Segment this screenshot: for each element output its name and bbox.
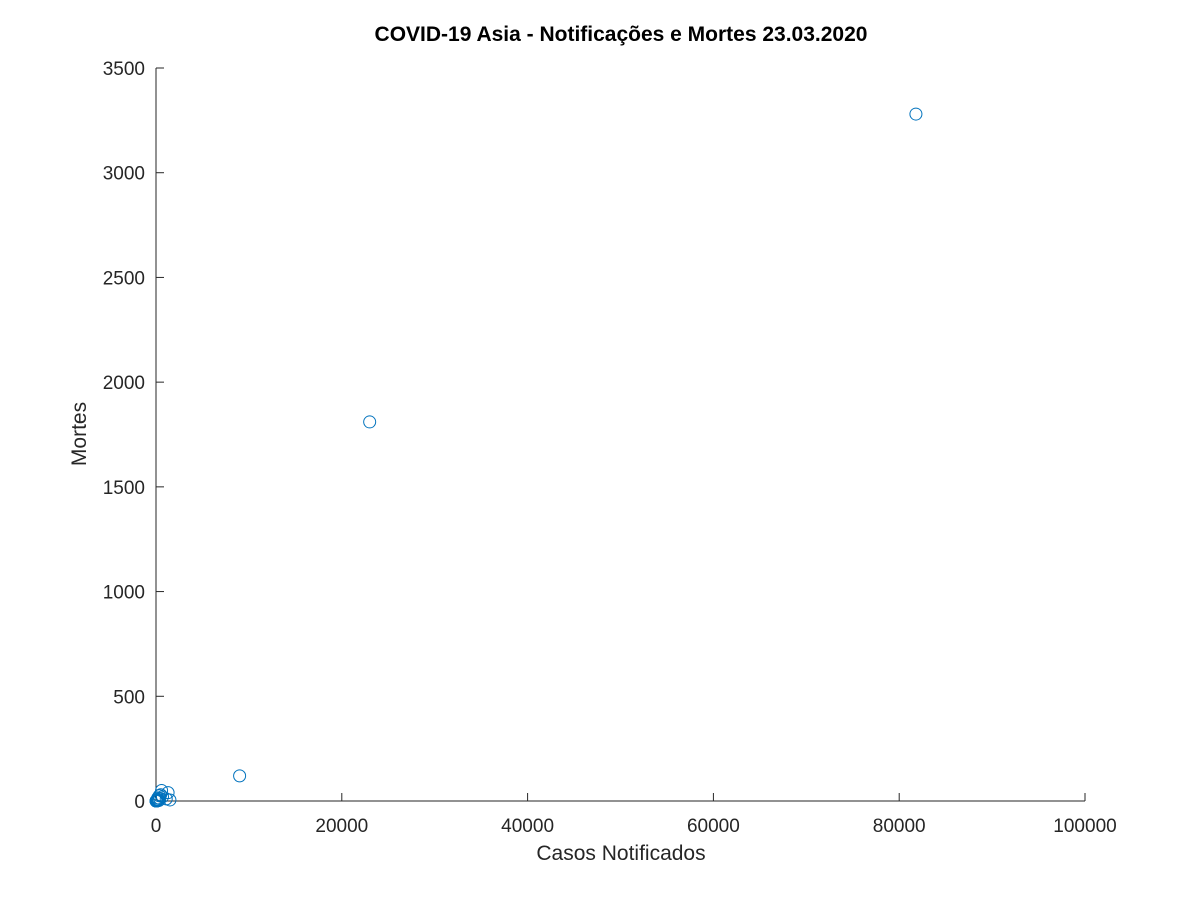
- y-tick-label: 3000: [103, 164, 145, 185]
- data-point: [233, 769, 247, 783]
- y-tick-label: 0: [134, 792, 145, 813]
- x-axis-ticks: 0 20000 40000 60000 80000 100000: [151, 793, 1117, 837]
- y-axis-ticks: 0 500 1000 1500 2000 2500 3000 3500: [103, 59, 164, 813]
- data-point: [363, 415, 377, 429]
- y-tick-label: 1500: [103, 478, 145, 499]
- data-point: [909, 107, 923, 121]
- y-tick-label: 1000: [103, 583, 145, 604]
- y-tick-label: 2000: [103, 373, 145, 394]
- chart-title: COVID-19 Asia - Notificações e Mortes 23…: [375, 23, 868, 46]
- data-point: [149, 794, 163, 808]
- x-tick-label: 40000: [501, 816, 554, 837]
- y-tick-label: 3500: [103, 59, 145, 80]
- x-tick-label: 60000: [687, 816, 740, 837]
- y-tick-label: 500: [113, 687, 145, 708]
- x-tick-label: 20000: [315, 816, 368, 837]
- y-axis-label: Mortes: [68, 402, 91, 466]
- x-tick-label: 100000: [1053, 816, 1116, 837]
- axes: [155, 68, 1085, 802]
- data-points: [149, 107, 923, 808]
- x-tick-label: 80000: [873, 816, 926, 837]
- x-tick-label: 0: [151, 816, 162, 837]
- x-axis-label: Casos Notificados: [536, 842, 705, 865]
- y-tick-label: 2500: [103, 268, 145, 289]
